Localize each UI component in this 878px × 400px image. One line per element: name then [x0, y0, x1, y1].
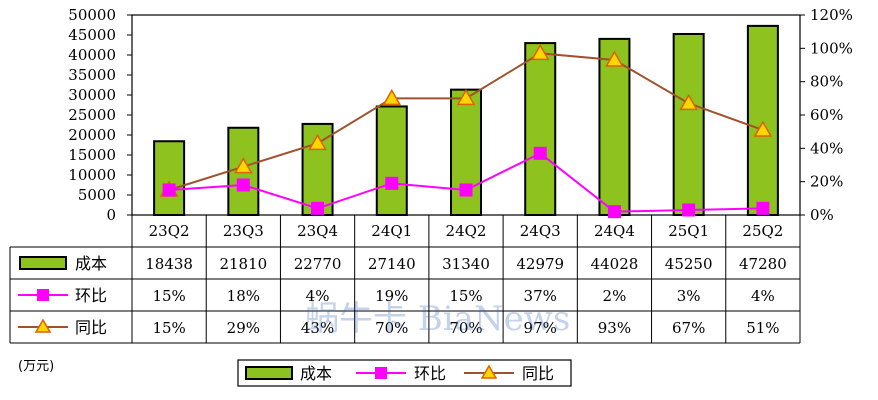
right-tick-label: 60% [810, 106, 843, 124]
data-label: 21810 [219, 255, 267, 273]
data-label: 47280 [739, 255, 787, 273]
right-y-axis: 0% 20% 40% 60% 80% 100% 120% [800, 6, 853, 224]
data-label: 27140 [368, 255, 416, 273]
data-label: 18% [227, 287, 260, 305]
qoq-point [236, 178, 250, 192]
data-label: 15% [152, 319, 185, 337]
row-label: 环比 [75, 286, 107, 305]
legend-label: 同比 [522, 364, 554, 383]
x-tick-label: 24Q2 [446, 222, 487, 240]
yoy-point [530, 43, 550, 61]
left-tick-label: 30000 [68, 86, 116, 104]
legend-qoq-marker [375, 367, 387, 379]
qoq-point [756, 201, 770, 215]
x-tick-label: 25Q2 [742, 222, 783, 240]
left-tick-label: 35000 [68, 66, 116, 84]
data-label: 2% [603, 287, 627, 305]
yoy-point [234, 157, 253, 174]
data-label: 4% [306, 287, 330, 305]
yoy-point [605, 50, 624, 67]
x-tick-label: 23Q3 [223, 222, 264, 240]
row-label: 同比 [75, 318, 107, 337]
row-label: 成本 [75, 254, 107, 273]
data-label: 3% [677, 287, 701, 305]
data-table: 23Q2 23Q3 23Q4 24Q1 24Q2 24Q3 24Q4 25Q1 25Q2 成本 18… [9, 215, 801, 344]
yoy-point [308, 133, 327, 151]
x-tick-label: 24Q1 [371, 222, 412, 240]
yoy-point [753, 120, 773, 137]
left-tick-label: 0 [106, 206, 116, 224]
left-tick-label: 5000 [78, 186, 116, 204]
cost-bar [672, 33, 705, 216]
cost-bar [524, 42, 557, 216]
cost-bars [153, 24, 779, 216]
data-label: 4% [751, 287, 775, 305]
legend-label: 环比 [414, 364, 446, 383]
data-label: 42979 [516, 255, 564, 273]
x-tick-label: 23Q2 [149, 222, 190, 240]
left-tick-label: 45000 [68, 26, 116, 44]
yoy-key-marker [34, 318, 52, 333]
x-tick-label: 24Q4 [594, 222, 635, 240]
right-tick-label: 80% [810, 73, 843, 91]
cost-bar [746, 24, 779, 216]
data-label: 70% [449, 319, 482, 337]
qoq-point [607, 205, 621, 219]
cost-key [19, 256, 67, 270]
qoq-point [311, 201, 325, 215]
left-tick-label: 20000 [68, 126, 116, 144]
left-tick-label: 15000 [68, 146, 116, 164]
left-tick-label: 50000 [68, 6, 116, 24]
cost-bar [153, 140, 186, 216]
qoq-key-marker [37, 289, 49, 301]
left-y-axis: 0 5000 10000 15000 20000 25000 30000 35000 40000… [68, 6, 132, 224]
right-tick-label: 120% [810, 6, 853, 24]
data-label: 22770 [294, 255, 342, 273]
cost-bar [375, 105, 408, 216]
data-label: 31340 [442, 255, 490, 273]
legend: 成本 环比 同比 [237, 359, 572, 387]
data-label: 29% [227, 319, 260, 337]
yoy-point [679, 93, 698, 111]
legend-yoy-marker [480, 364, 498, 379]
yoy-point [456, 88, 476, 106]
data-label: 15% [152, 287, 185, 305]
right-tick-label: 40% [810, 139, 843, 157]
right-tick-label: 0% [810, 206, 834, 224]
left-tick-label: 40000 [68, 46, 116, 64]
left-tick-label: 10000 [68, 166, 116, 184]
data-label: 51% [746, 319, 779, 337]
legend-cost-key [245, 366, 293, 380]
data-label: 97% [524, 319, 557, 337]
unit-label: (万元) [18, 359, 54, 374]
qoq-point [385, 176, 399, 190]
data-label: 43% [301, 319, 334, 337]
right-tick-label: 20% [810, 173, 843, 191]
ratio-lines [159, 43, 773, 219]
x-tick-label: 25Q1 [668, 222, 709, 240]
data-label: 37% [524, 287, 557, 305]
x-tick-label: 23Q4 [297, 222, 338, 240]
qoq-point [459, 183, 473, 197]
data-label: 93% [598, 319, 631, 337]
cost-bar [450, 88, 482, 216]
data-label: 45250 [665, 255, 713, 273]
watermark: 蜗牛卡 BiaNews [305, 299, 570, 339]
qoq-point [162, 183, 176, 197]
right-tick-label: 100% [810, 39, 853, 57]
data-label: 18438 [145, 255, 193, 273]
qoq-point [682, 203, 696, 217]
data-label: 15% [449, 287, 482, 305]
legend-label: 成本 [300, 364, 332, 383]
left-tick-label: 25000 [68, 106, 116, 124]
data-label: 67% [672, 319, 705, 337]
data-label: 44028 [591, 255, 639, 273]
yoy-point [382, 88, 402, 106]
x-tick-label: 24Q3 [520, 222, 561, 240]
data-label: 70% [375, 319, 408, 337]
qoq-point [533, 146, 547, 160]
data-label: 19% [375, 287, 408, 305]
